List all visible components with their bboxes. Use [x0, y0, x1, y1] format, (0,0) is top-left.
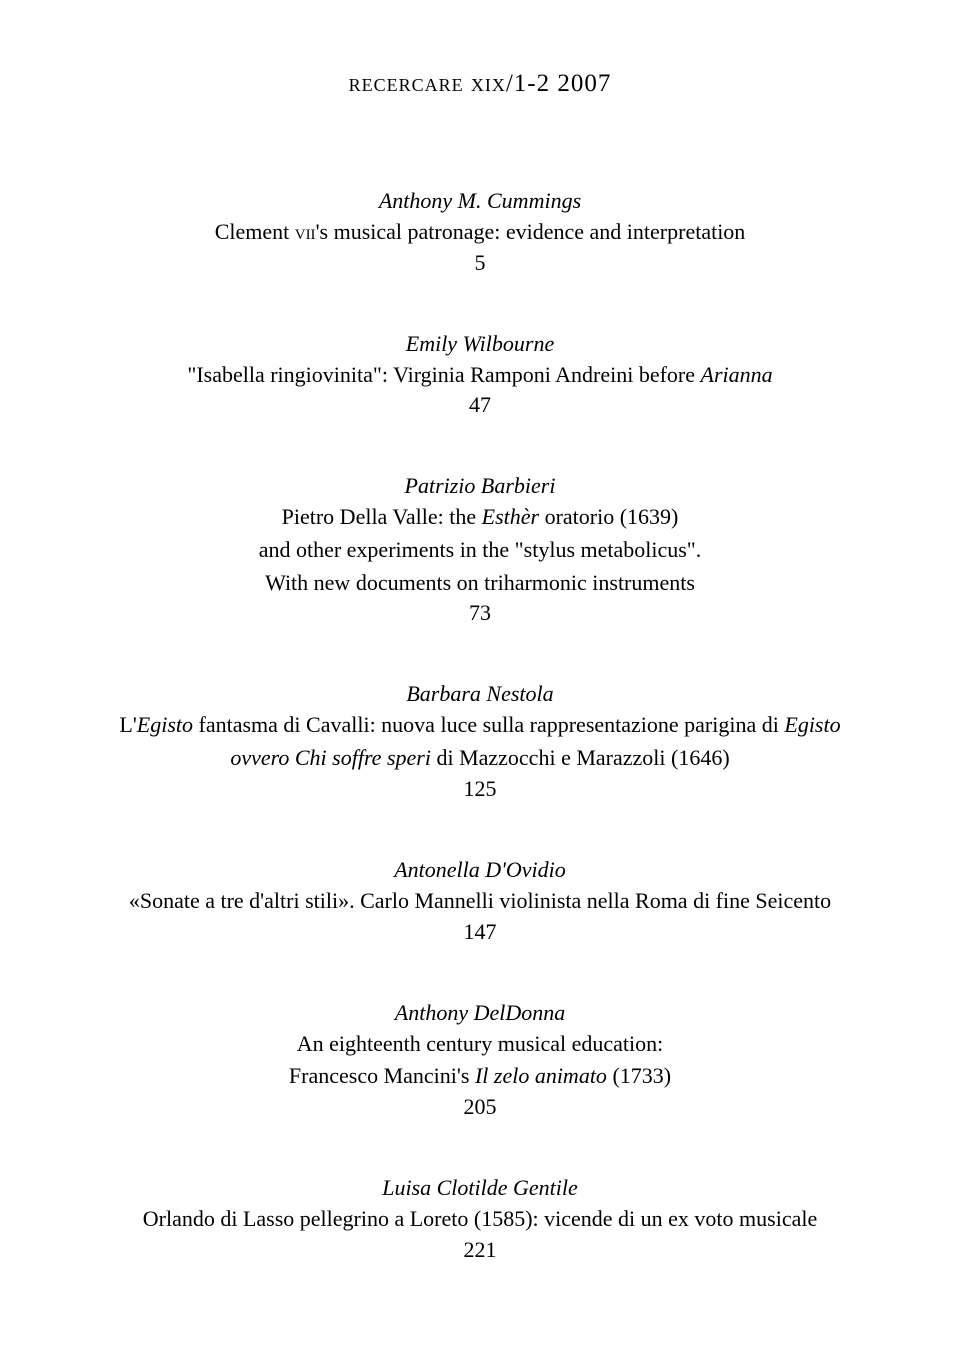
entry-page-number: 221: [90, 1237, 870, 1263]
toc-entry: Luisa Clotilde Gentile Orlando di Lasso p…: [90, 1175, 870, 1263]
page-header: recercare xix/1-2 2007: [90, 70, 870, 98]
entry-page-number: 73: [90, 600, 870, 626]
entry-title-line: Orlando di Lasso pellegrino a Loreto (15…: [90, 1204, 870, 1234]
entry-author: Luisa Clotilde Gentile: [90, 1175, 870, 1201]
entry-author: Emily Wilbourne: [90, 331, 870, 357]
entry-author: Anthony DelDonna: [90, 1000, 870, 1026]
entry-title-line: and other experiments in the "stylus met…: [90, 535, 870, 565]
entry-author: Antonella D'Ovidio: [90, 857, 870, 883]
toc-entry: Barbara Nestola L'Egisto fantasma di Cava…: [90, 681, 870, 801]
italic-text: Il zelo animato: [475, 1063, 607, 1088]
entry-page-number: 205: [90, 1094, 870, 1120]
header-smallcaps: recercare xix: [349, 70, 506, 97]
toc-entry: Anthony M. Cummings Clement vii's musical…: [90, 188, 870, 276]
toc-entry: Emily Wilbourne "Isabella ringiovinita": …: [90, 331, 870, 419]
entry-title-line: Clement vii's musical patronage: evidenc…: [90, 217, 870, 247]
italic-text: Egisto: [784, 712, 840, 737]
entry-page-number: 47: [90, 392, 870, 418]
entry-title-line: With new documents on triharmonic instru…: [90, 568, 870, 598]
italic-text: Esthèr: [482, 504, 539, 529]
toc-entry: Antonella D'Ovidio «Sonate a tre d'altri …: [90, 857, 870, 945]
entry-title-line: ovvero Chi soffre speri di Mazzocchi e M…: [90, 743, 870, 773]
entry-title-line: An eighteenth century musical education:: [90, 1029, 870, 1059]
italic-text: ovvero Chi soffre speri: [230, 745, 431, 770]
entry-author: Anthony M. Cummings: [90, 188, 870, 214]
smallcaps-text: vii: [295, 219, 316, 244]
entry-page-number: 5: [90, 250, 870, 276]
italic-text: Arianna: [701, 362, 773, 387]
entry-page-number: 125: [90, 776, 870, 802]
toc-entry: Anthony DelDonna An eighteenth century mu…: [90, 1000, 870, 1120]
entry-title-line: «Sonate a tre d'altri stili». Carlo Mann…: [90, 886, 870, 916]
entry-author: Barbara Nestola: [90, 681, 870, 707]
entry-page-number: 147: [90, 919, 870, 945]
entry-title-line: Pietro Della Valle: the Esthèr oratorio …: [90, 502, 870, 532]
table-of-contents: Anthony M. Cummings Clement vii's musical…: [90, 188, 870, 1263]
entry-title-line: L'Egisto fantasma di Cavalli: nuova luce…: [90, 710, 870, 740]
italic-text: Egisto: [137, 712, 193, 737]
toc-entry: Patrizio Barbieri Pietro Della Valle: the…: [90, 473, 870, 626]
entry-author: Patrizio Barbieri: [90, 473, 870, 499]
entry-title-line: Francesco Mancini's Il zelo animato (173…: [90, 1061, 870, 1091]
entry-title-line: "Isabella ringiovinita": Virginia Rampon…: [90, 360, 870, 390]
header-rest: /1-2 2007: [506, 70, 612, 97]
